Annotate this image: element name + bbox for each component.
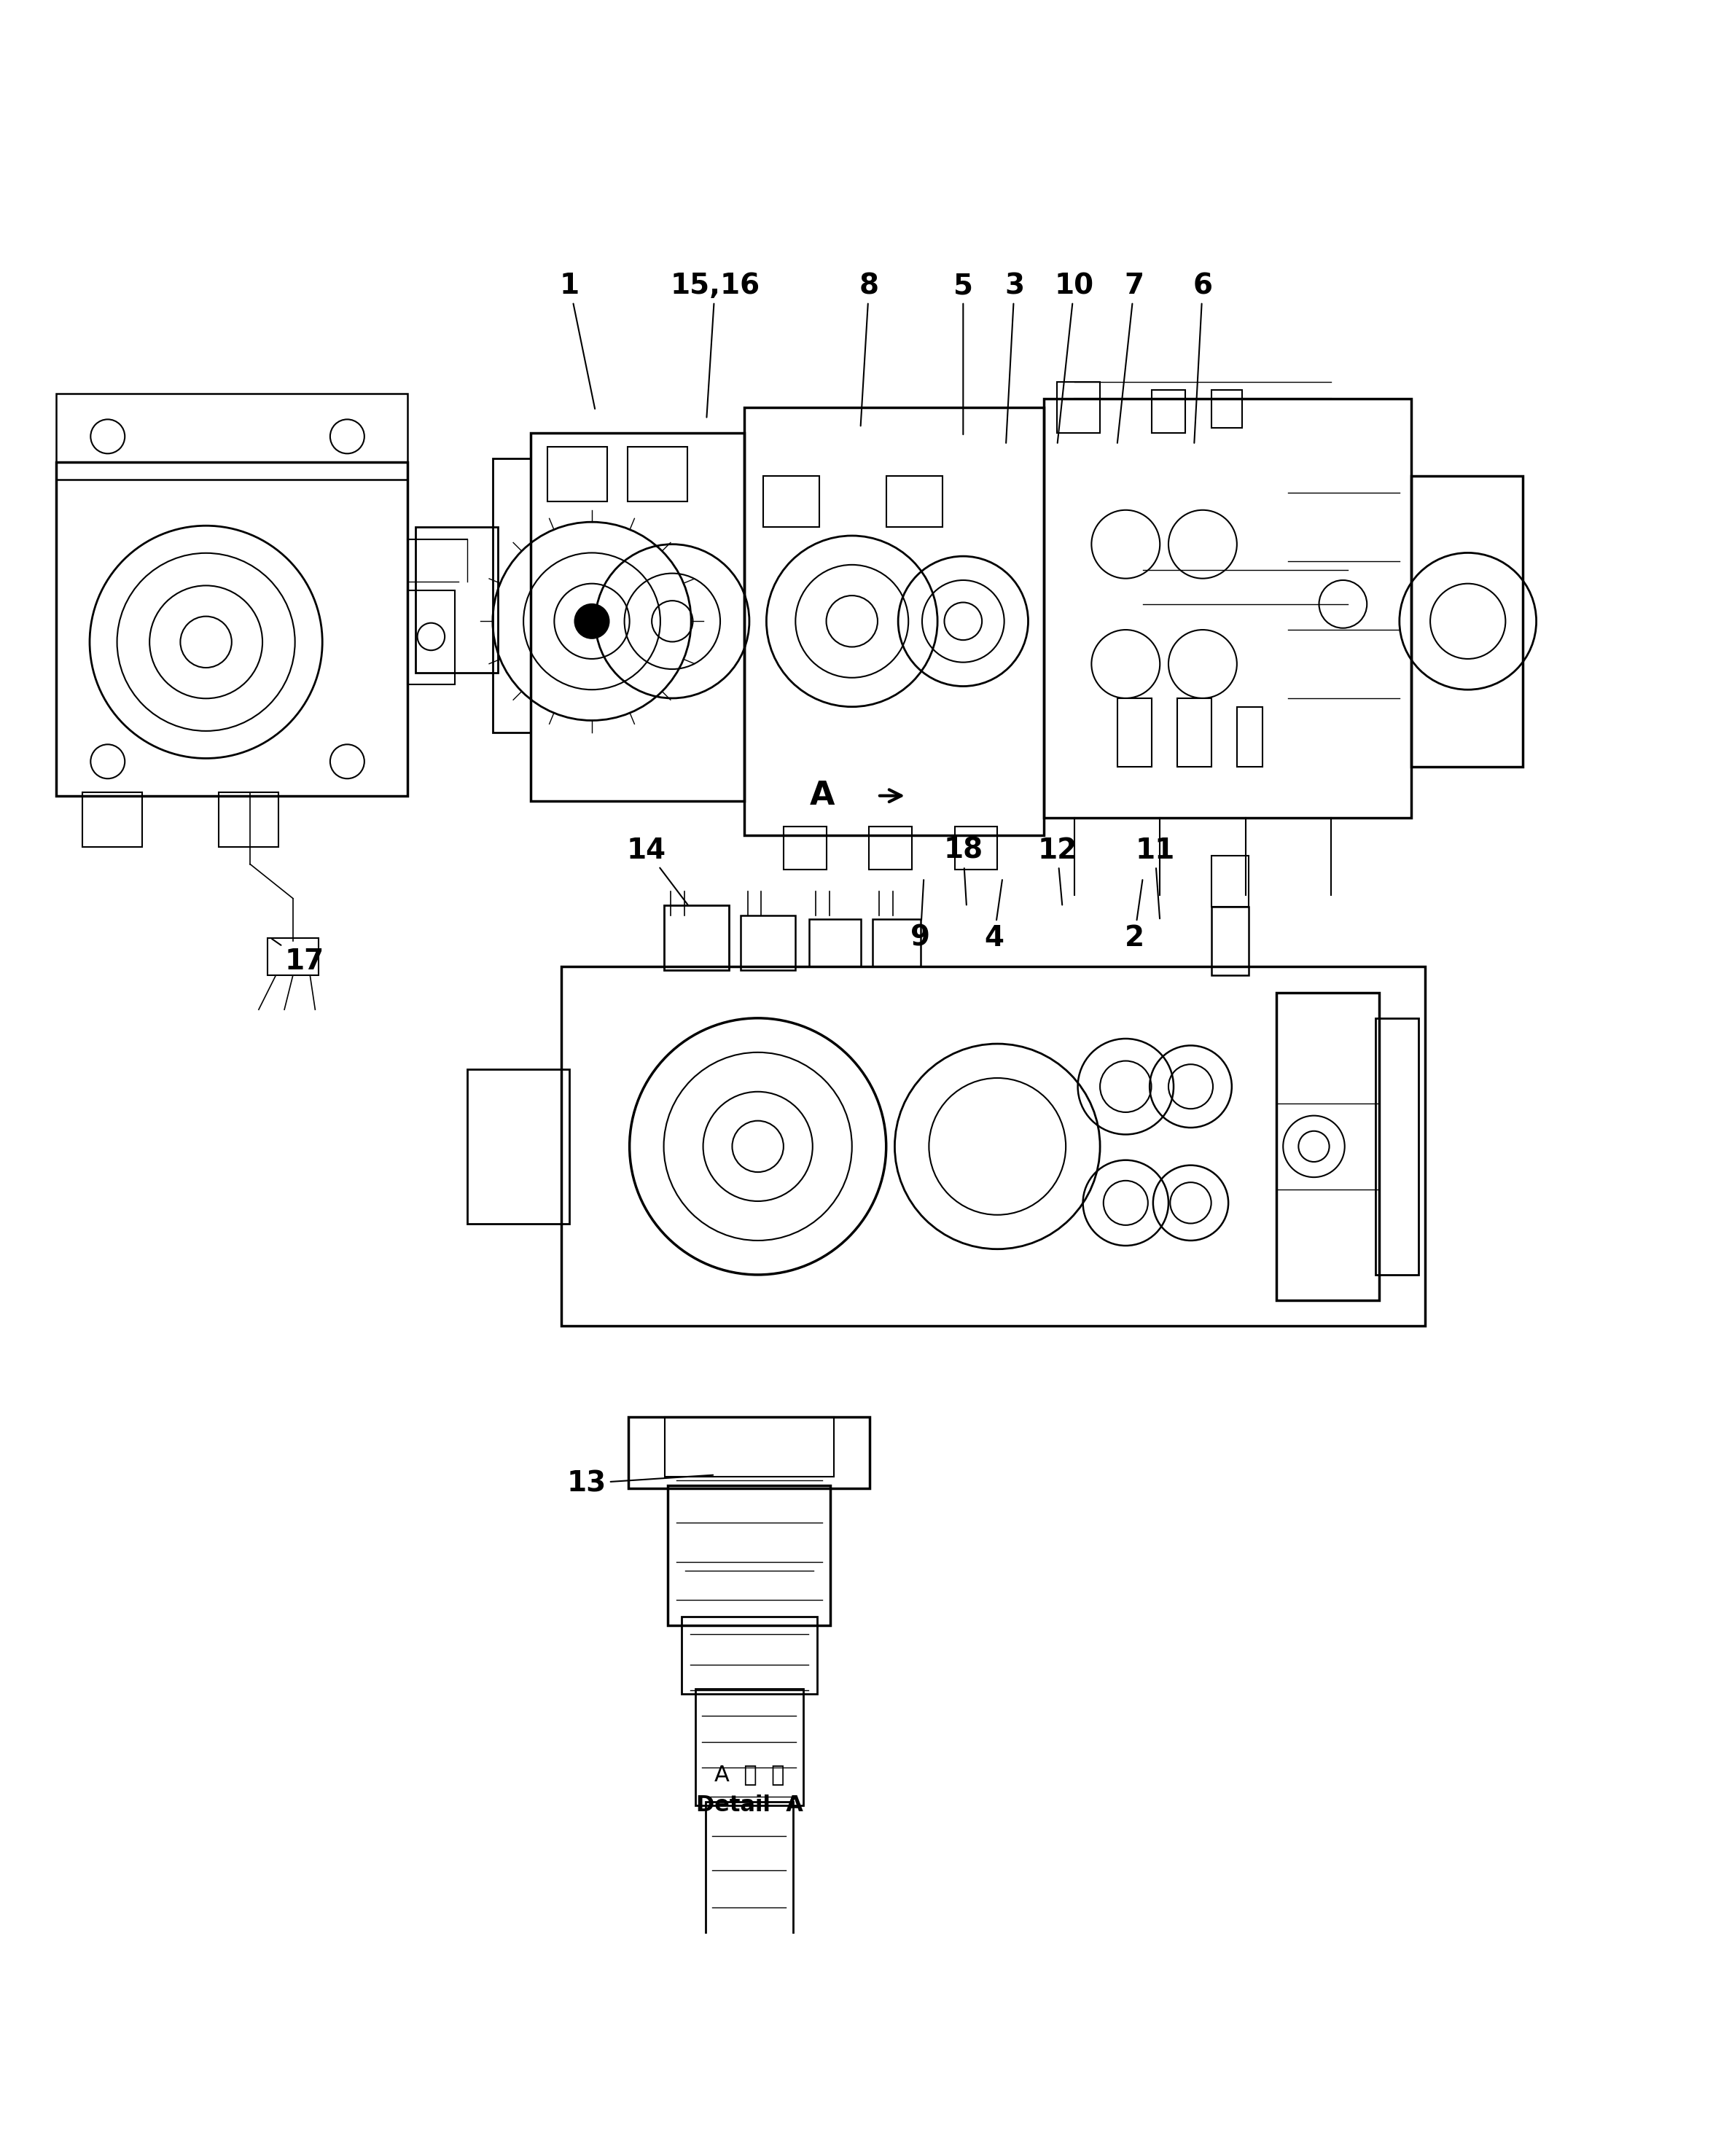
Text: 18: 18 bbox=[943, 837, 983, 906]
Bar bbox=[492, 459, 530, 733]
Text: 3: 3 bbox=[1005, 272, 1024, 442]
Bar bbox=[628, 446, 688, 502]
Bar bbox=[219, 791, 279, 847]
Bar bbox=[416, 526, 497, 673]
Bar bbox=[1237, 707, 1263, 768]
Text: 11: 11 bbox=[1134, 837, 1174, 918]
Bar bbox=[886, 476, 943, 526]
Bar bbox=[561, 966, 1425, 1326]
Bar bbox=[1212, 908, 1249, 975]
Bar bbox=[1057, 382, 1100, 433]
Bar bbox=[267, 938, 318, 975]
Bar bbox=[873, 918, 921, 966]
Text: 12: 12 bbox=[1038, 837, 1077, 906]
Bar bbox=[664, 1416, 835, 1477]
Text: A  詳  細: A 詳 細 bbox=[714, 1764, 785, 1785]
Bar bbox=[955, 826, 998, 869]
Text: Detail  A: Detail A bbox=[695, 1794, 802, 1815]
Text: 10: 10 bbox=[1055, 272, 1095, 442]
Text: 15,16: 15,16 bbox=[669, 272, 761, 418]
Bar bbox=[1411, 476, 1523, 768]
Bar bbox=[83, 791, 141, 847]
Text: 4: 4 bbox=[984, 880, 1003, 951]
Bar bbox=[1177, 699, 1212, 768]
Text: 2: 2 bbox=[1124, 880, 1144, 951]
Text: 8: 8 bbox=[859, 272, 879, 427]
Text: 7: 7 bbox=[1117, 272, 1144, 442]
Text: 1: 1 bbox=[559, 272, 595, 410]
Bar bbox=[762, 476, 819, 526]
Bar bbox=[1277, 992, 1379, 1300]
Text: 14: 14 bbox=[626, 837, 688, 906]
Text: 9: 9 bbox=[910, 880, 931, 951]
Bar bbox=[783, 826, 826, 869]
Bar bbox=[1212, 390, 1243, 427]
Bar bbox=[57, 461, 408, 796]
Text: 13: 13 bbox=[566, 1470, 712, 1496]
Bar bbox=[668, 1485, 831, 1626]
Bar bbox=[809, 918, 860, 966]
Bar bbox=[1151, 390, 1186, 433]
Circle shape bbox=[575, 604, 609, 638]
Bar bbox=[682, 1617, 817, 1695]
Bar bbox=[408, 591, 454, 683]
Bar bbox=[530, 433, 743, 800]
Text: 5: 5 bbox=[953, 272, 972, 436]
Bar bbox=[57, 395, 408, 479]
Bar bbox=[695, 1688, 804, 1805]
Bar bbox=[706, 1802, 793, 1960]
Text: 17: 17 bbox=[272, 938, 324, 975]
Bar bbox=[1375, 1018, 1418, 1274]
Bar bbox=[547, 446, 608, 502]
Bar bbox=[1117, 699, 1151, 768]
Bar bbox=[664, 906, 728, 970]
Bar bbox=[466, 1069, 570, 1222]
Bar bbox=[743, 407, 1043, 834]
Text: 6: 6 bbox=[1193, 272, 1213, 442]
Bar bbox=[628, 1416, 869, 1488]
Bar bbox=[1043, 399, 1411, 817]
Bar bbox=[740, 916, 795, 970]
Bar bbox=[869, 826, 912, 869]
Text: A: A bbox=[809, 780, 835, 811]
Bar bbox=[1212, 856, 1249, 908]
